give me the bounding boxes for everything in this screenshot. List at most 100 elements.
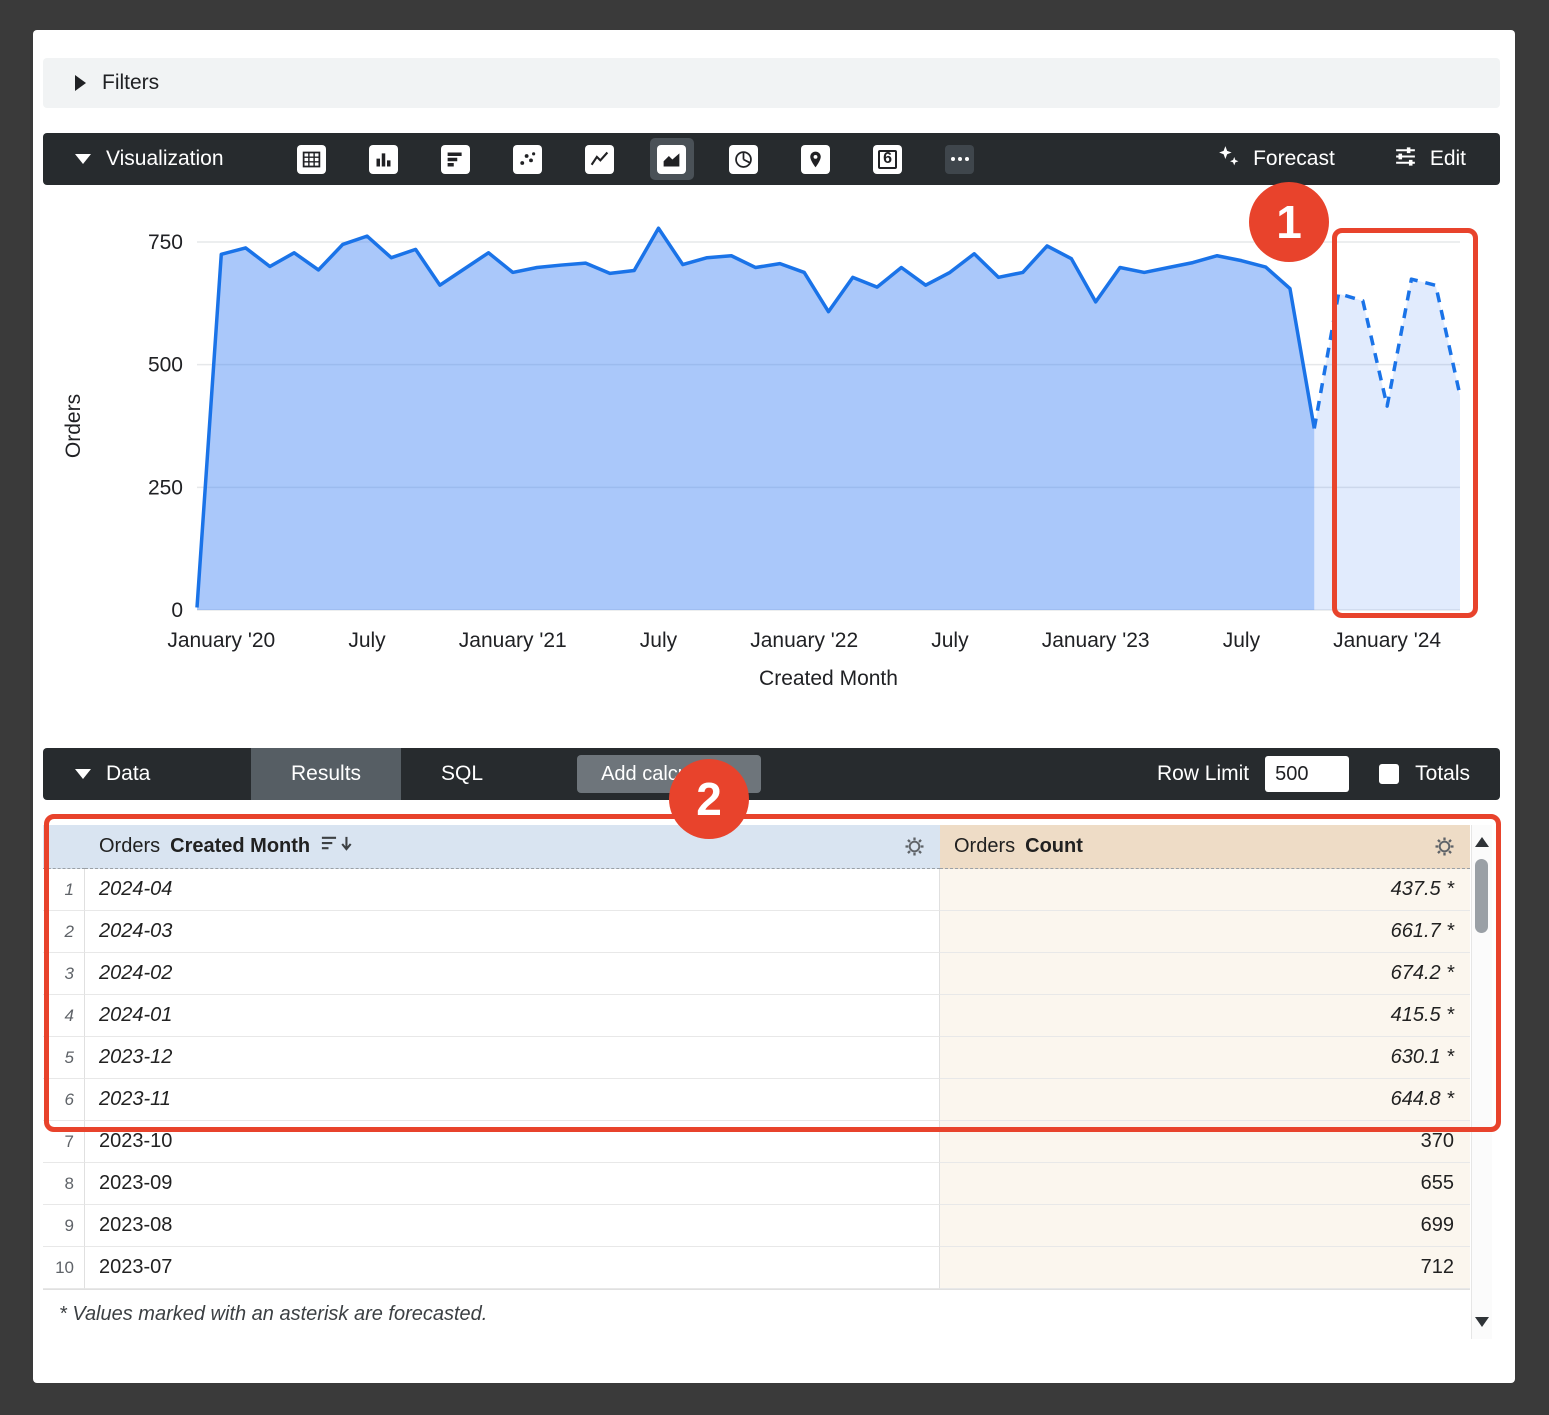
cell-created-month[interactable]: 2023-08 xyxy=(85,1205,940,1247)
edit-label: Edit xyxy=(1429,147,1466,170)
area-chart-icon-glyph xyxy=(657,144,687,174)
x-tick-label: January '21 xyxy=(459,629,567,652)
add-calculation-button[interactable]: Add calculation xyxy=(577,755,761,793)
x-tick-label: January '24 xyxy=(1333,629,1441,652)
row-number: 5 xyxy=(43,1037,85,1079)
cell-orders-count[interactable]: 661.7 * xyxy=(940,911,1470,953)
x-tick-label: July xyxy=(348,629,386,652)
x-tick-label: January '20 xyxy=(167,629,275,652)
x-tick-label: January '22 xyxy=(750,629,858,652)
x-tick-label: January '23 xyxy=(1042,629,1150,652)
map-pin-icon[interactable] xyxy=(794,138,838,180)
row-number: 9 xyxy=(43,1205,85,1247)
filters-section-header[interactable]: Filters xyxy=(43,58,1500,108)
cell-orders-count[interactable]: 699 xyxy=(940,1205,1470,1247)
chart-section: 0 250 500 750 January '20 July January '21 July… xyxy=(33,185,1515,748)
table-icon-glyph xyxy=(297,144,327,174)
row-number: 4 xyxy=(43,995,85,1037)
results-table: Orders Created Month Orders Count xyxy=(43,825,1470,1289)
scatter-plot-icon[interactable] xyxy=(506,138,550,180)
area-chart-icon[interactable] xyxy=(649,138,694,180)
header-field-name: Created Month xyxy=(170,835,311,857)
collapse-down-icon xyxy=(75,769,91,779)
column-header-count[interactable]: Orders Count xyxy=(940,825,1470,869)
y-axis-title: Orders xyxy=(62,394,85,458)
map-pin-icon-glyph xyxy=(801,144,831,174)
cell-orders-count[interactable]: 437.5 * xyxy=(940,869,1470,911)
actual-line xyxy=(195,226,1316,608)
tab-results[interactable]: Results xyxy=(251,748,402,800)
edit-button[interactable]: Edit xyxy=(1393,144,1466,175)
data-label: Data xyxy=(106,762,151,785)
cell-orders-count[interactable]: 644.8 * xyxy=(940,1079,1470,1121)
actual-area xyxy=(197,228,1315,610)
scatter-plot-icon-glyph xyxy=(513,144,543,174)
y-tick-label: 250 xyxy=(148,476,183,499)
data-disclosure[interactable]: Data xyxy=(43,762,251,786)
header-view-name: Orders xyxy=(99,835,161,857)
x-axis-title: Created Month xyxy=(759,667,898,690)
data-toolbar-right: Row Limit Totals xyxy=(1157,756,1500,792)
table-icon[interactable] xyxy=(290,138,334,180)
data-toolbar: Data Results SQL Add calculation Row Lim… xyxy=(43,748,1500,800)
visualization-disclosure[interactable]: Visualization xyxy=(43,147,224,171)
cell-orders-count[interactable]: 655 xyxy=(940,1163,1470,1205)
row-number: 1 xyxy=(43,869,85,911)
header-field-name: Count xyxy=(1025,835,1083,857)
scrollbar-thumb[interactable] xyxy=(1475,859,1488,933)
scroll-up-icon[interactable] xyxy=(1475,837,1489,847)
tab-sql[interactable]: SQL xyxy=(401,748,523,800)
column-header-created-month[interactable]: Orders Created Month xyxy=(85,825,940,869)
cell-created-month[interactable]: 2024-04 xyxy=(85,869,940,911)
y-tick-label: 0 xyxy=(171,599,183,622)
bar-chart-icon-glyph xyxy=(441,144,471,174)
cell-created-month[interactable]: 2023-07 xyxy=(85,1247,940,1289)
vertical-scrollbar[interactable] xyxy=(1471,825,1492,1339)
x-tick-label: July xyxy=(1223,629,1261,652)
forecast-footnote: * Values marked with an asterisk are for… xyxy=(43,1289,1470,1339)
gear-icon[interactable] xyxy=(903,835,926,858)
pie-chart-icon[interactable] xyxy=(722,138,766,180)
row-number: 6 xyxy=(43,1079,85,1121)
line-chart-icon-glyph xyxy=(585,144,615,174)
bar-chart-icon[interactable] xyxy=(434,138,478,180)
cell-orders-count[interactable]: 674.2 * xyxy=(940,953,1470,995)
y-tick-label: 750 xyxy=(148,231,183,254)
cell-orders-count[interactable]: 712 xyxy=(940,1247,1470,1289)
row-limit-input[interactable] xyxy=(1265,756,1350,792)
row-number: 3 xyxy=(43,953,85,995)
column-chart-icon[interactable] xyxy=(362,138,406,180)
more-options-icon[interactable] xyxy=(938,138,982,180)
single-value-icon[interactable]: 6 xyxy=(866,138,910,180)
row-limit-label: Row Limit xyxy=(1156,762,1250,785)
header-view-name: Orders xyxy=(954,835,1016,857)
forecast-button[interactable]: Forecast xyxy=(1216,144,1335,175)
cell-created-month[interactable]: 2024-01 xyxy=(85,995,940,1037)
cell-created-month[interactable]: 2023-10 xyxy=(85,1121,940,1163)
totals-checkbox[interactable] xyxy=(1379,764,1400,784)
gear-icon[interactable] xyxy=(1433,835,1456,858)
sparkle-icon xyxy=(1216,144,1241,175)
sort-desc-icon xyxy=(320,834,354,859)
table-corner-header xyxy=(43,825,85,869)
expand-right-icon xyxy=(75,75,86,91)
results-table-area: Orders Created Month Orders Count xyxy=(43,825,1492,1339)
forecast-line xyxy=(1312,277,1462,429)
cell-created-month[interactable]: 2024-02 xyxy=(85,953,940,995)
cell-created-month[interactable]: 2023-12 xyxy=(85,1037,940,1079)
x-tick-label: July xyxy=(931,629,969,652)
line-chart-icon[interactable] xyxy=(578,138,622,180)
cell-created-month[interactable]: 2024-03 xyxy=(85,911,940,953)
cell-created-month[interactable]: 2023-11 xyxy=(85,1079,940,1121)
tune-sliders-icon xyxy=(1393,144,1418,175)
x-tick-label: July xyxy=(640,629,678,652)
forecast-area xyxy=(1314,279,1460,610)
cell-orders-count[interactable]: 630.1 * xyxy=(940,1037,1470,1079)
scroll-down-icon[interactable] xyxy=(1475,1317,1489,1327)
cell-created-month[interactable]: 2023-09 xyxy=(85,1163,940,1205)
ellipsis-icon xyxy=(945,144,975,174)
cell-orders-count[interactable]: 415.5 * xyxy=(940,995,1470,1037)
cell-orders-count[interactable]: 370 xyxy=(940,1121,1470,1163)
collapse-down-icon xyxy=(75,154,91,164)
